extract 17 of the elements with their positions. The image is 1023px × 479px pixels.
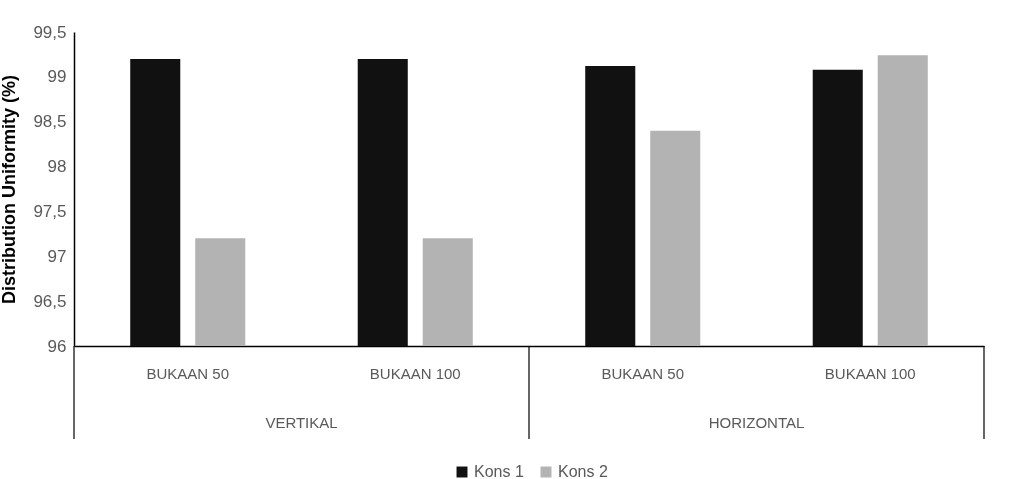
- text: VERTIKAL: [265, 414, 338, 431]
- y-tick-label: 96: [47, 336, 67, 356]
- y-tick-label: 98: [47, 157, 67, 177]
- text: HORIZONTAL: [708, 414, 805, 431]
- y-tick-label: 98,5: [33, 112, 67, 132]
- y-tick-label: 97: [47, 246, 67, 266]
- legend-label: Kons 2: [558, 463, 608, 479]
- y-tick-label: 96,5: [33, 291, 67, 311]
- y-tick-label: 99,5: [33, 22, 67, 42]
- legend-label: Kons 1: [474, 463, 524, 479]
- y-tick-label: 97,5: [33, 201, 67, 221]
- y-axis-title: Distribution Uniformity (%): [0, 75, 20, 304]
- x-tick-label: BUKAAN 50: [601, 364, 685, 382]
- x-tick-label: BUKAAN 50: [146, 364, 230, 382]
- y-tick-label: 99: [47, 67, 67, 87]
- x-tick-label: BUKAAN 100: [369, 364, 461, 382]
- x-tick-label: BUKAAN 100: [824, 364, 916, 382]
